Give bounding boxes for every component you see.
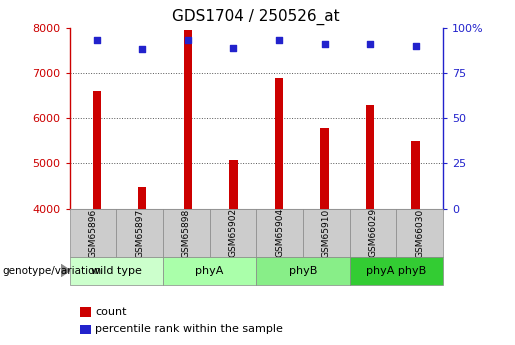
Bar [275,78,283,345]
Point [229,45,237,50]
Bar [320,128,329,345]
Bar [229,160,237,345]
Text: phyA phyB: phyA phyB [366,266,426,276]
Bar [93,91,101,345]
Text: GSM65898: GSM65898 [182,208,191,257]
Bar [256,209,303,257]
Point [320,41,329,47]
Text: GSM65904: GSM65904 [275,208,284,257]
Bar [210,209,256,257]
Point [184,38,192,43]
Point [138,47,146,52]
Text: phyA: phyA [195,266,224,276]
Bar [396,209,443,257]
Text: GSM65910: GSM65910 [322,208,331,257]
Bar [411,141,420,345]
Bar [303,209,350,257]
Bar [163,257,256,285]
Bar [70,209,116,257]
Point [366,41,374,47]
Text: GSM66029: GSM66029 [368,208,377,257]
Text: GSM66030: GSM66030 [415,208,424,257]
Point [93,38,101,43]
Title: GDS1704 / 250526_at: GDS1704 / 250526_at [173,9,340,25]
Bar [256,257,350,285]
Text: wild type: wild type [91,266,142,276]
Point [411,43,420,48]
Bar [139,187,146,345]
Text: phyB: phyB [289,266,317,276]
Text: GSM65902: GSM65902 [228,208,237,257]
Bar [366,106,374,345]
Polygon shape [61,264,70,277]
Bar [184,30,192,345]
Text: genotype/variation: genotype/variation [3,266,101,276]
Text: count: count [95,307,127,317]
Point [275,38,283,43]
Text: GSM65896: GSM65896 [89,208,97,257]
Text: percentile rank within the sample: percentile rank within the sample [95,325,283,334]
Bar [350,257,443,285]
Text: GSM65897: GSM65897 [135,208,144,257]
Bar [116,209,163,257]
Bar [163,209,210,257]
Bar [70,257,163,285]
Bar [350,209,396,257]
